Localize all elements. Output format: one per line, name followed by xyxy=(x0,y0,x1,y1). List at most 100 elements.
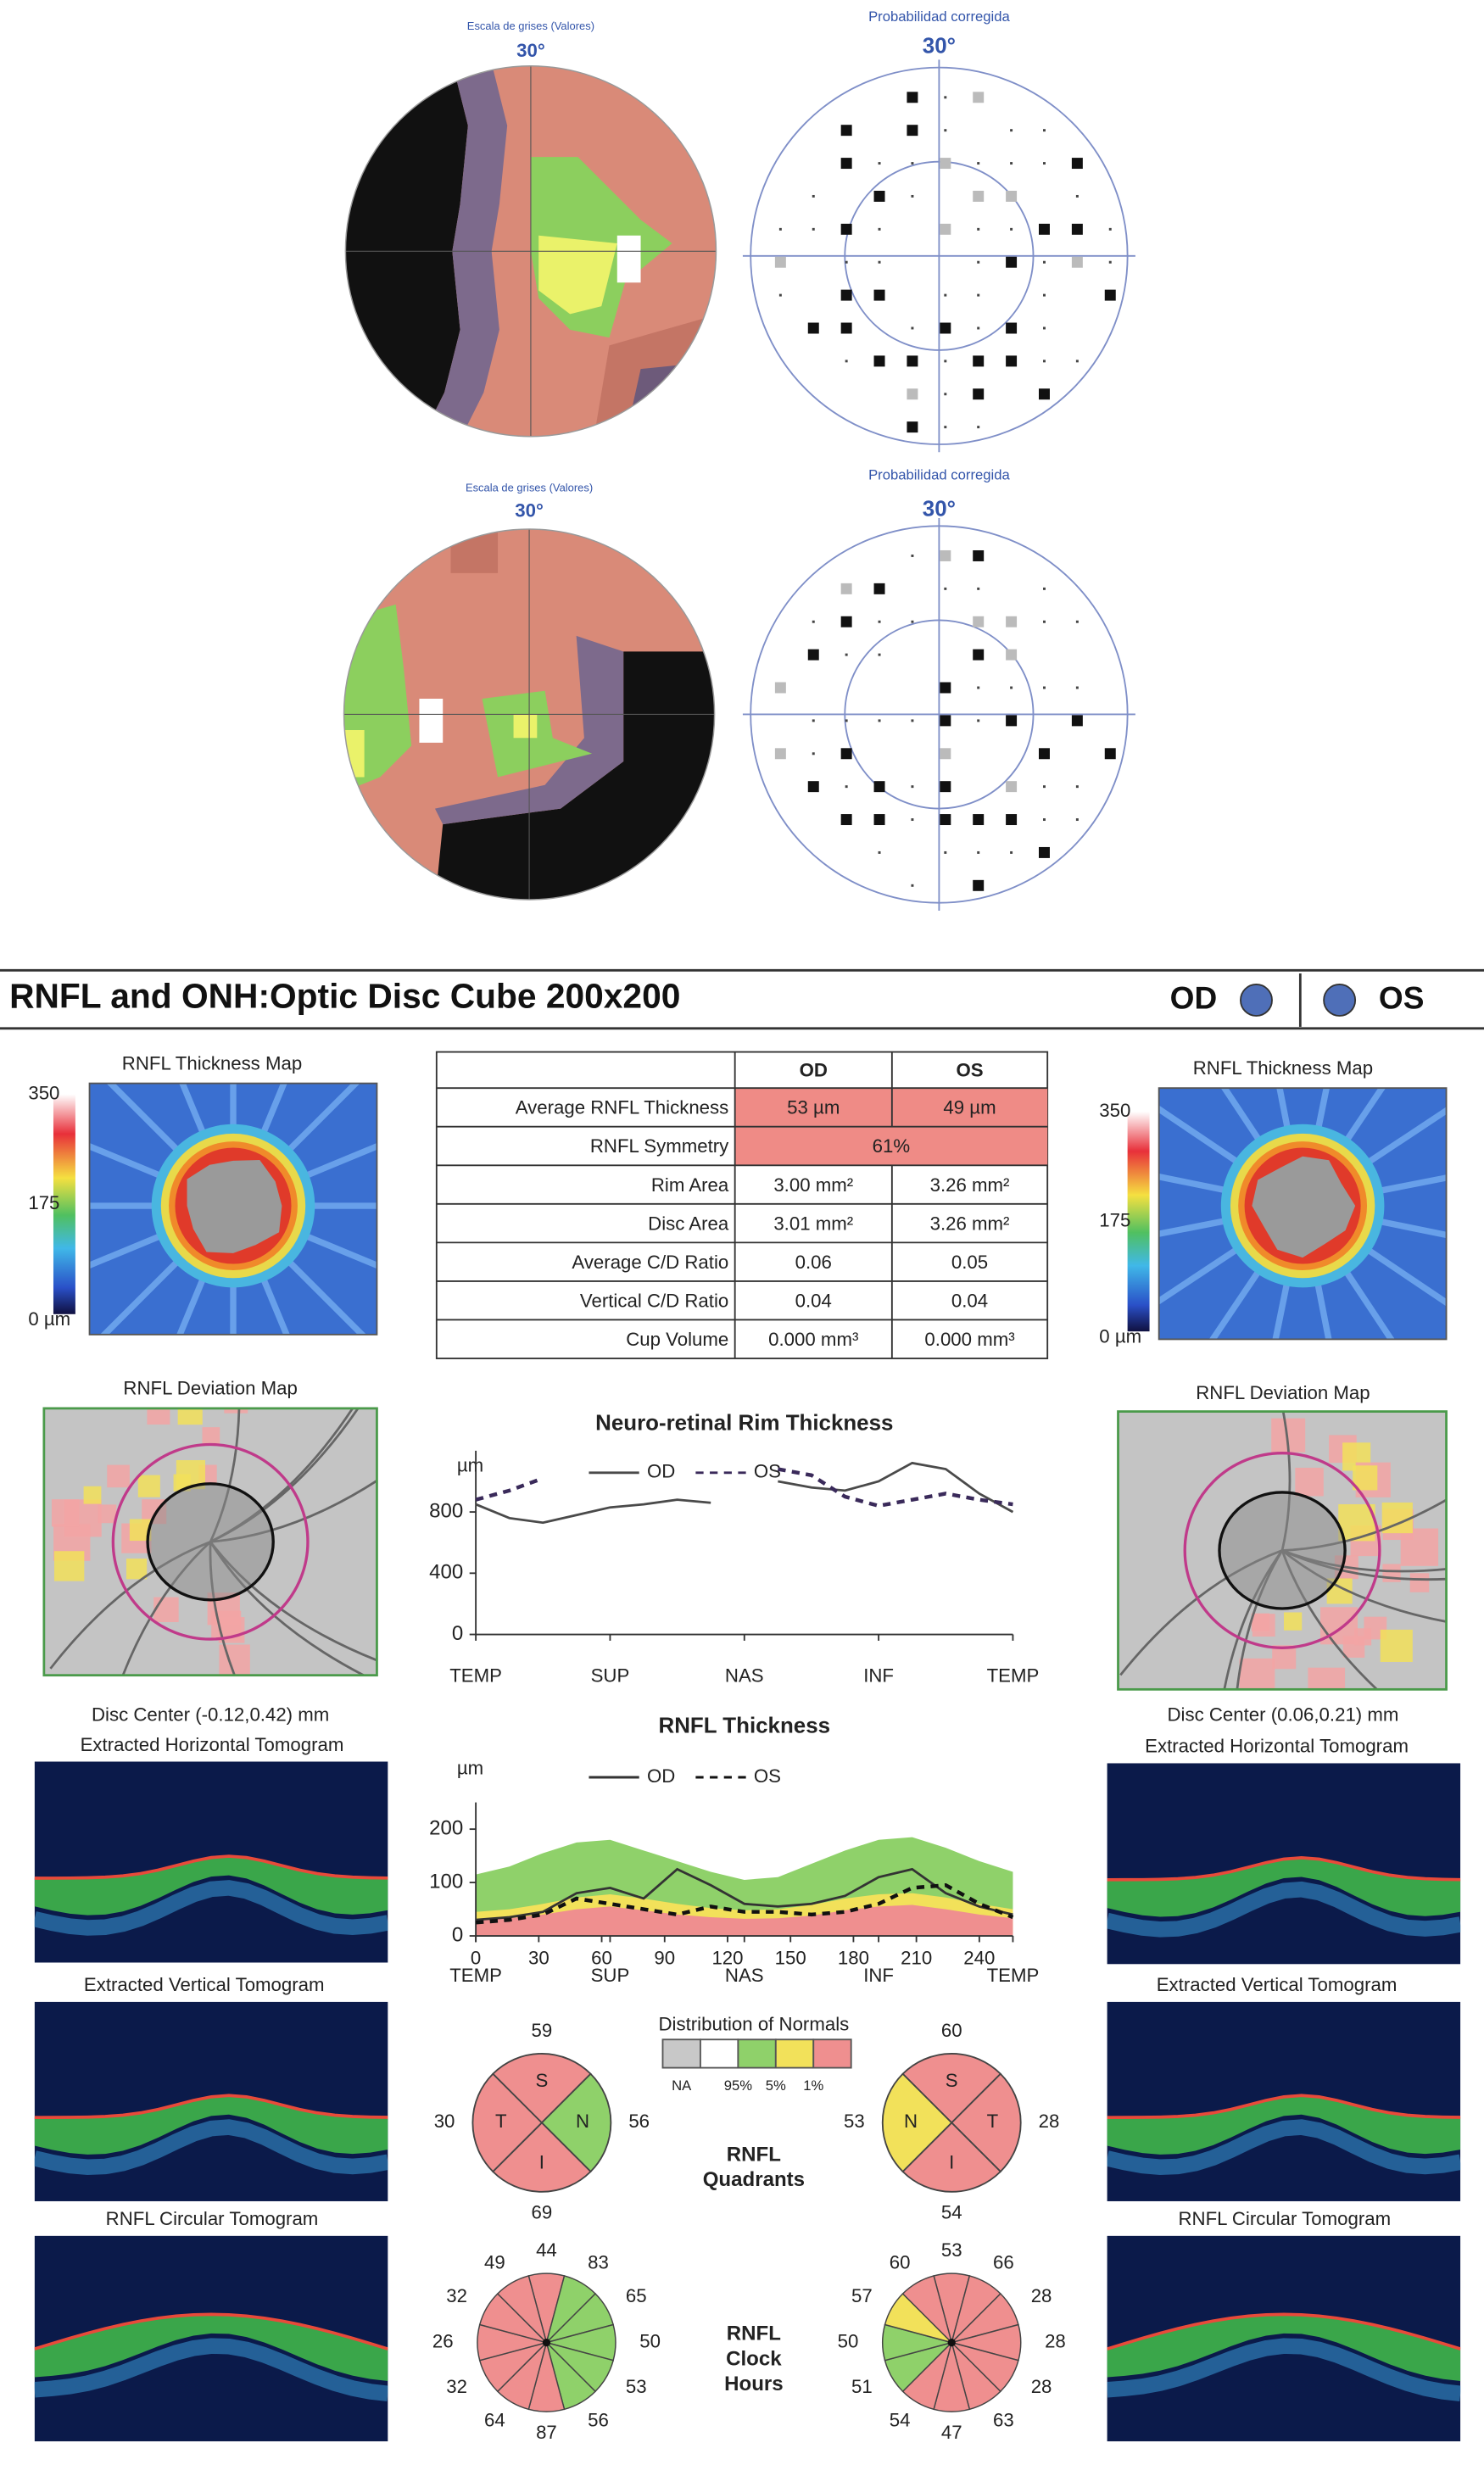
quadrant-letter: T xyxy=(495,2111,507,2132)
probability-symbol xyxy=(940,549,951,561)
probability-symbol xyxy=(774,748,786,760)
probability-symbol xyxy=(873,289,885,301)
axis-unit: µm xyxy=(457,1758,483,1779)
probability-symbol xyxy=(1104,289,1116,301)
probability-symbol xyxy=(1075,360,1079,363)
legend-label: 1% xyxy=(803,2077,823,2094)
thickness-map xyxy=(1158,1088,1447,1340)
probability-symbol xyxy=(1039,388,1050,400)
clock-value: 57 xyxy=(851,2285,873,2306)
disc-center: Disc Center (0.06,0.21) mm xyxy=(1168,1704,1399,1726)
probability-symbol xyxy=(973,190,985,202)
probability-symbol xyxy=(1006,715,1018,727)
clock-value: 53 xyxy=(626,2376,647,2397)
clock-value: 66 xyxy=(993,2251,1014,2272)
probability-symbol xyxy=(840,322,852,334)
series-line xyxy=(475,1882,1014,1925)
probability-symbol xyxy=(878,260,881,264)
table-label: Rim Area xyxy=(651,1174,729,1196)
probability-symbol xyxy=(845,360,848,363)
clock-value: 32 xyxy=(446,2376,467,2397)
probability-angle: 30° xyxy=(923,34,956,58)
grayscale-region xyxy=(513,714,538,739)
probability-symbol xyxy=(774,256,786,268)
table-cell: 3.26 mm² xyxy=(930,1213,1010,1234)
probability-symbol xyxy=(840,583,852,594)
probability-symbol xyxy=(977,850,980,854)
probability-symbol xyxy=(1010,129,1013,132)
probability-symbol xyxy=(1006,322,1018,334)
x-tick-label: 180 xyxy=(838,1948,869,1969)
probability-symbol xyxy=(878,719,881,722)
legend-label: OD xyxy=(647,1461,675,1482)
x-tick-label: TEMP xyxy=(449,1665,502,1686)
probability-symbol xyxy=(1039,748,1050,760)
tomogram-title: RNFL Circular Tomogram xyxy=(106,2208,319,2229)
probability-symbol xyxy=(977,587,980,590)
probability-symbol xyxy=(977,719,980,722)
probability-symbol xyxy=(812,194,815,198)
thickness-map xyxy=(89,1083,377,1335)
y-tick-label: 0 xyxy=(452,1622,463,1645)
clock-value: 26 xyxy=(432,2330,454,2351)
deviation-cell xyxy=(98,1504,117,1524)
quadrant-value: 30 xyxy=(434,2111,455,2132)
clock-value: 54 xyxy=(890,2409,911,2430)
probability-symbol xyxy=(840,289,852,301)
tomogram-title: Extracted Horizontal Tomogram xyxy=(81,1734,344,1755)
probability-symbol xyxy=(1075,194,1079,198)
grayscale-region xyxy=(419,698,444,743)
probability-symbol xyxy=(1010,850,1013,854)
probability-symbol xyxy=(845,653,848,656)
probability-symbol xyxy=(1104,748,1116,760)
probability-symbol xyxy=(1006,616,1018,627)
probability-symbol xyxy=(873,583,885,594)
probability-symbol xyxy=(1010,686,1013,689)
probability-symbol xyxy=(911,785,914,789)
probability-symbol xyxy=(812,752,815,756)
quadrant-value: 28 xyxy=(1039,2111,1060,2132)
grayscale-angle: 30° xyxy=(515,500,544,521)
quadrant-sector xyxy=(491,2052,592,2124)
x-tick-label: 120 xyxy=(711,1948,743,1969)
probability-symbol xyxy=(1071,223,1083,235)
legend-swatch xyxy=(737,2038,777,2069)
clock-value: 63 xyxy=(993,2409,1014,2430)
quadrant-sector xyxy=(491,2122,592,2193)
probability-symbol xyxy=(845,785,848,789)
probability-symbol xyxy=(911,620,914,623)
eye-indicator xyxy=(1323,984,1357,1017)
probability-symbol xyxy=(940,715,951,727)
deviation-cell xyxy=(1295,1467,1324,1497)
tomogram xyxy=(34,2235,388,2442)
clock-center xyxy=(542,2338,551,2347)
probability-symbol xyxy=(944,850,947,854)
optic-disc xyxy=(1252,1156,1356,1258)
deviation-cell xyxy=(83,1486,102,1504)
deviation-cell xyxy=(1283,1612,1303,1631)
grayscale-region xyxy=(616,235,641,283)
clock-value: 44 xyxy=(536,2239,557,2261)
probability-symbol xyxy=(878,653,881,656)
quadrant-sector xyxy=(471,2072,544,2173)
clock-value: 51 xyxy=(851,2376,873,2397)
y-tick-label: 0 xyxy=(452,1923,463,1946)
map-title: RNFL Thickness Map xyxy=(122,1052,302,1073)
probability-symbol xyxy=(940,814,951,826)
legend-swatch xyxy=(774,2038,815,2069)
deviation-cell xyxy=(177,1408,203,1425)
series-line xyxy=(475,1467,1013,1508)
clock-value: 87 xyxy=(536,2422,557,2443)
probability-title: Probabilidad corregida xyxy=(868,8,1010,25)
retina-band xyxy=(34,2314,388,2382)
probability-symbol xyxy=(977,686,980,689)
probability-symbol xyxy=(973,549,985,561)
deviation-cell xyxy=(51,1499,80,1527)
table-cell: 49 µm xyxy=(943,1097,996,1118)
probability-symbol xyxy=(1043,587,1046,590)
clock-value: 50 xyxy=(639,2330,661,2351)
quadrant-letter: N xyxy=(576,2111,589,2132)
probability-symbol xyxy=(944,96,947,99)
probability-symbol xyxy=(1043,620,1046,623)
probability-symbol xyxy=(878,227,881,231)
